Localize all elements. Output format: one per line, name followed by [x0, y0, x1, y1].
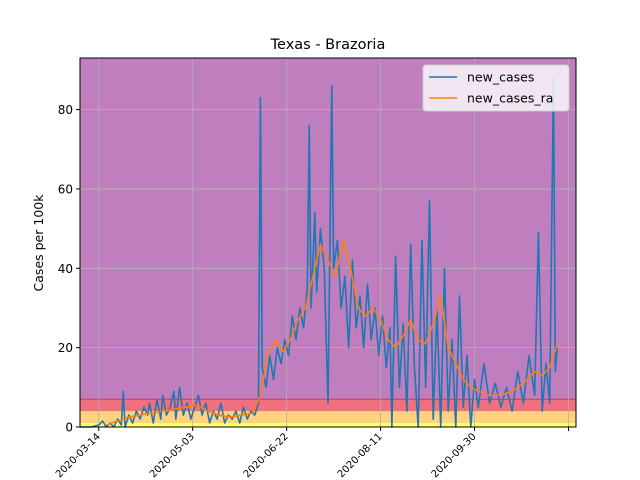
y-axis-label: Cases per 100k — [31, 194, 46, 292]
y-axis: 0 20 40 60 80 — [58, 103, 80, 435]
series-line-new_cases — [80, 77, 559, 428]
plot-frame — [79, 57, 577, 428]
chart-title: Texas - Brazoria — [270, 37, 386, 53]
legend: new_cases new_cases_ra — [422, 64, 570, 112]
y-tick-label: 80 — [58, 103, 73, 117]
y-tick-label: 60 — [58, 182, 73, 196]
x-tick-label: 2020-05-03 — [148, 431, 197, 480]
risk-band-0 — [80, 423, 576, 427]
x-tick-label: 2020-03-14 — [54, 431, 103, 480]
series-line-new_cases_ra — [106, 239, 558, 426]
risk-band-1 — [80, 411, 576, 424]
risk-bands — [80, 58, 576, 427]
x-tick-label: 2020-08-11 — [336, 431, 385, 480]
y-tick-label: 40 — [58, 262, 73, 276]
series-lines — [80, 77, 559, 428]
y-tick-label: 0 — [65, 421, 73, 435]
legend-label: new_cases_ra — [467, 91, 553, 106]
risk-band-2 — [80, 399, 576, 412]
x-tick-label: 2020-09-30 — [430, 431, 479, 480]
x-tick-label: 2020-06-22 — [242, 431, 291, 480]
legend-box — [422, 64, 570, 112]
legend-label: new_cases — [467, 70, 534, 85]
y-tick-label: 20 — [58, 341, 73, 355]
x-axis: 2020-03-14 2020-05-03 2020-06-22 2020-08-11… — [54, 427, 569, 480]
